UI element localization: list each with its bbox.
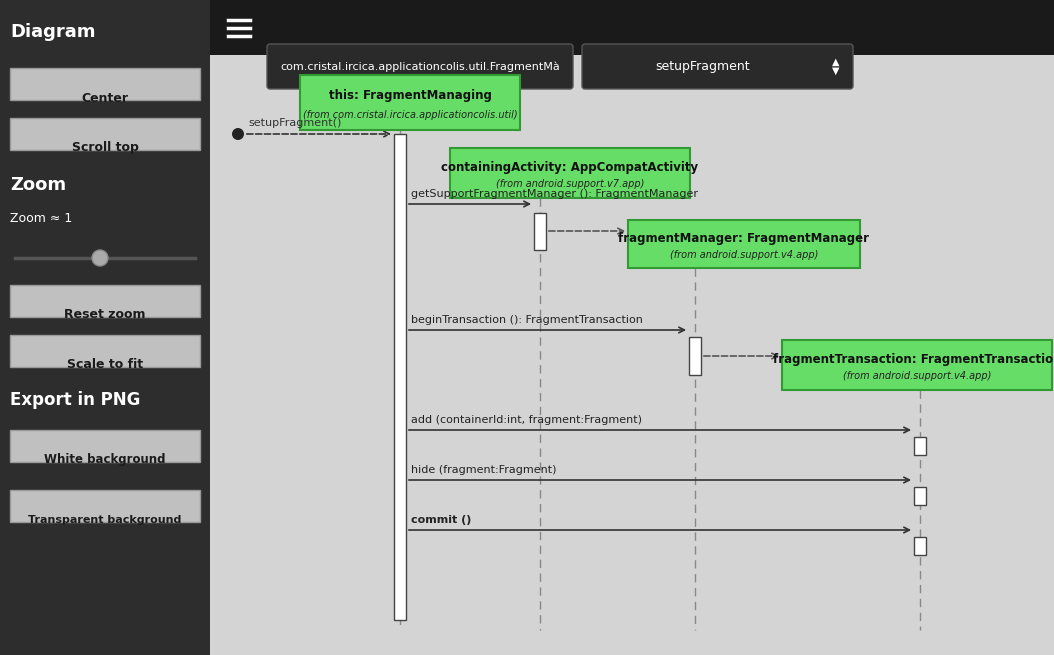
Bar	[394, 134, 406, 620]
Text: Export in PNG: Export in PNG	[9, 391, 140, 409]
Bar	[914, 487, 926, 505]
Text: (from com.cristal.ircica.applicationcolis.util): (from com.cristal.ircica.applicationcoli…	[302, 109, 518, 120]
Text: setupFragment(): setupFragment()	[248, 118, 341, 128]
Bar	[450, 148, 690, 198]
Text: this: FragmentManaging: this: FragmentManaging	[329, 89, 491, 102]
Bar	[534, 213, 546, 250]
Bar	[914, 437, 926, 455]
Bar	[0, 0, 210, 655]
Text: Scale to fit: Scale to fit	[67, 358, 143, 371]
Bar	[689, 337, 701, 375]
Bar	[210, 0, 1054, 55]
FancyBboxPatch shape	[267, 44, 573, 89]
Text: hide (fragment:Fragment): hide (fragment:Fragment)	[411, 465, 557, 475]
Bar	[9, 490, 200, 522]
Text: setupFragment: setupFragment	[656, 60, 749, 73]
Bar	[782, 340, 1052, 390]
Bar	[300, 75, 520, 130]
Bar	[9, 285, 200, 317]
Bar	[914, 537, 926, 555]
Text: ▲
▼: ▲ ▼	[833, 57, 840, 76]
Text: com.cristal.ircica.applicationcolis.util.FragmentMà: com.cristal.ircica.applicationcolis.util…	[280, 62, 560, 72]
Circle shape	[232, 128, 243, 140]
Text: Reset zoom: Reset zoom	[64, 309, 145, 322]
Bar	[9, 68, 200, 100]
Text: Scroll top: Scroll top	[72, 141, 138, 155]
Text: fragmentManager: FragmentManager: fragmentManager: FragmentManager	[619, 232, 870, 245]
Text: White background: White background	[44, 453, 165, 466]
Text: (from android.support.v7.app): (from android.support.v7.app)	[495, 179, 644, 189]
Text: Transparent background: Transparent background	[28, 515, 181, 525]
Text: beginTransaction (): FragmentTransaction: beginTransaction (): FragmentTransaction	[411, 315, 643, 325]
Text: Diagram: Diagram	[9, 23, 96, 41]
Text: getSupportFragmentManager (): FragmentManager: getSupportFragmentManager (): FragmentMa…	[411, 189, 698, 199]
FancyBboxPatch shape	[582, 44, 853, 89]
Bar	[9, 335, 200, 367]
Text: (from android.support.v4.app): (from android.support.v4.app)	[843, 371, 991, 381]
Text: Center: Center	[81, 92, 129, 105]
Text: commit (): commit ()	[411, 515, 471, 525]
Text: containingActivity: AppCompatActivity: containingActivity: AppCompatActivity	[442, 160, 699, 174]
Bar	[628, 220, 860, 268]
Text: fragmentTransaction: FragmentTransaction: fragmentTransaction: FragmentTransaction	[773, 352, 1054, 365]
Text: Zoom ≈ 1: Zoom ≈ 1	[9, 212, 73, 225]
Circle shape	[92, 250, 108, 266]
Bar	[9, 118, 200, 150]
Bar	[9, 430, 200, 462]
Text: Zoom: Zoom	[9, 176, 66, 194]
Text: add (containerId:int, fragment:Fragment): add (containerId:int, fragment:Fragment)	[411, 415, 642, 425]
Text: (from android.support.v4.app): (from android.support.v4.app)	[669, 250, 818, 259]
